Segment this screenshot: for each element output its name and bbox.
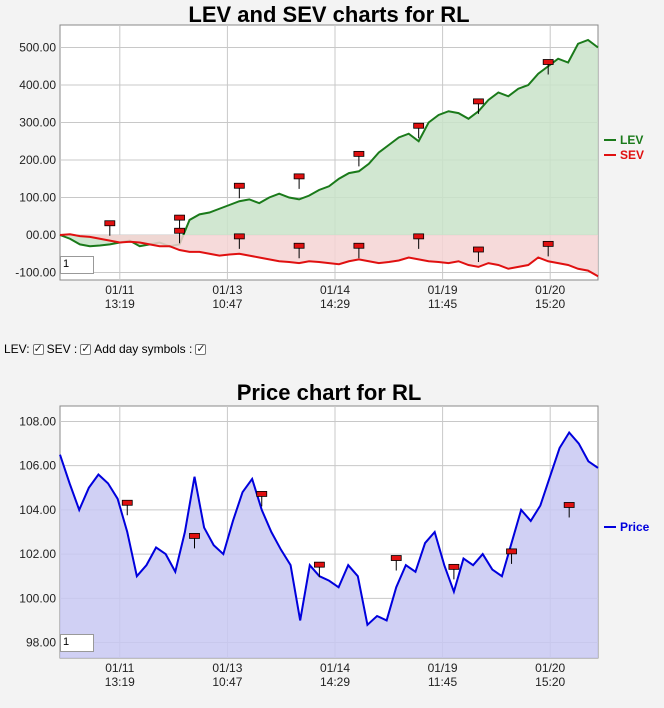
x-tick-label: 15:20	[535, 297, 565, 311]
y-tick-label: 500.00	[19, 41, 56, 55]
day-marker	[233, 182, 245, 189]
x-tick-label: 01/11	[105, 661, 134, 675]
legend-entry: SEV	[620, 148, 644, 162]
x-tick-label: 13:19	[105, 675, 135, 689]
x-tick-label: 15:20	[535, 675, 565, 689]
x-tick-label: 11:45	[428, 297, 457, 311]
chart-title: LEV and SEV charts for RL	[188, 2, 469, 27]
day-marker	[174, 227, 185, 234]
series-line-sev	[59, 233, 599, 278]
x-tick-label: 14:29	[320, 675, 350, 689]
x-tick-label: 01/13	[212, 661, 242, 675]
chart-controls: LEV: SEV : Add day symbols :	[4, 342, 207, 356]
series-area-lev	[60, 40, 598, 247]
x-tick-label: 01/19	[428, 661, 458, 675]
day-marker	[353, 150, 365, 157]
lev-sev-chart-svg: LEV and SEV charts for RL -100.00 00.00 100…	[15, 2, 644, 311]
x-tick-label: 13:19	[105, 297, 135, 311]
day-marker	[473, 98, 484, 105]
sev-toggle-label: SEV :	[46, 342, 78, 356]
y-tick-label: 106.00	[19, 459, 56, 473]
lev-checkbox[interactable]	[32, 342, 44, 355]
x-tick-label: 01/19	[428, 283, 458, 297]
day-marker	[313, 561, 325, 568]
day-symbols-label: Add day symbols :	[94, 342, 193, 356]
day-marker	[189, 533, 200, 539]
y-tick-label: 102.00	[19, 547, 56, 561]
x-tick-label: 11:45	[428, 675, 457, 689]
day-marker	[104, 220, 116, 227]
x-tick-label: 01/14	[320, 661, 350, 675]
day-marker	[473, 246, 484, 253]
day-marker	[506, 548, 517, 555]
x-tick-label: 01/11	[105, 283, 134, 297]
day-marker	[256, 491, 268, 497]
day-marker	[542, 59, 554, 65]
day-marker	[293, 242, 305, 249]
day-marker	[413, 122, 425, 129]
day-marker	[293, 173, 305, 180]
price-chart: Price chart for RL 98.00 100.00 102.00 104.0…	[0, 376, 664, 708]
y-tick-label: 300.00	[19, 116, 56, 130]
x-tick-label: 01/20	[535, 283, 565, 297]
legend-entry: LEV	[620, 133, 643, 147]
x-tick-label: 01/13	[212, 283, 242, 297]
y-tick-label: 200.00	[19, 153, 56, 167]
y-tick-label: 00.00	[26, 228, 56, 242]
lev-sev-zoom-input[interactable]: 1	[60, 256, 94, 274]
day-marker	[542, 240, 554, 247]
x-tick-label: 01/20	[535, 661, 565, 675]
y-tick-label: 400.00	[19, 78, 56, 92]
x-tick-label: 10:47	[212, 675, 242, 689]
sev-checkbox[interactable]	[80, 342, 92, 355]
y-tick-label: 104.00	[19, 503, 56, 517]
y-tick-label: 100.00	[19, 191, 56, 205]
y-tick-label: 108.00	[19, 414, 56, 428]
day-symbols-checkbox[interactable]	[195, 342, 207, 355]
y-tick-label: 100.00	[19, 591, 56, 605]
series-area-sev	[60, 234, 598, 277]
day-marker	[448, 563, 460, 570]
series-area-price	[60, 432, 598, 658]
day-marker	[121, 499, 133, 506]
x-tick-label: 14:29	[320, 297, 350, 311]
legend-entry: Price	[620, 520, 650, 534]
day-marker	[353, 242, 365, 249]
day-marker	[390, 555, 402, 561]
day-marker	[233, 233, 245, 240]
lev-toggle-label: LEV:	[4, 342, 30, 356]
y-tick-label: 98.00	[26, 636, 56, 650]
chart-title: Price chart for RL	[237, 380, 422, 405]
day-marker	[174, 214, 185, 221]
day-marker	[413, 233, 425, 240]
day-marker	[563, 502, 575, 508]
x-tick-label: 10:47	[212, 297, 242, 311]
x-tick-label: 01/14	[320, 283, 350, 297]
price-zoom-input[interactable]: 1	[60, 634, 94, 652]
y-tick-label: -100.00	[15, 266, 56, 280]
lev-sev-chart: LEV and SEV charts for RL -100.00 00.00 100…	[0, 0, 664, 318]
price-chart-svg: Price chart for RL 98.00 100.00 102.00 104.0…	[19, 380, 650, 689]
